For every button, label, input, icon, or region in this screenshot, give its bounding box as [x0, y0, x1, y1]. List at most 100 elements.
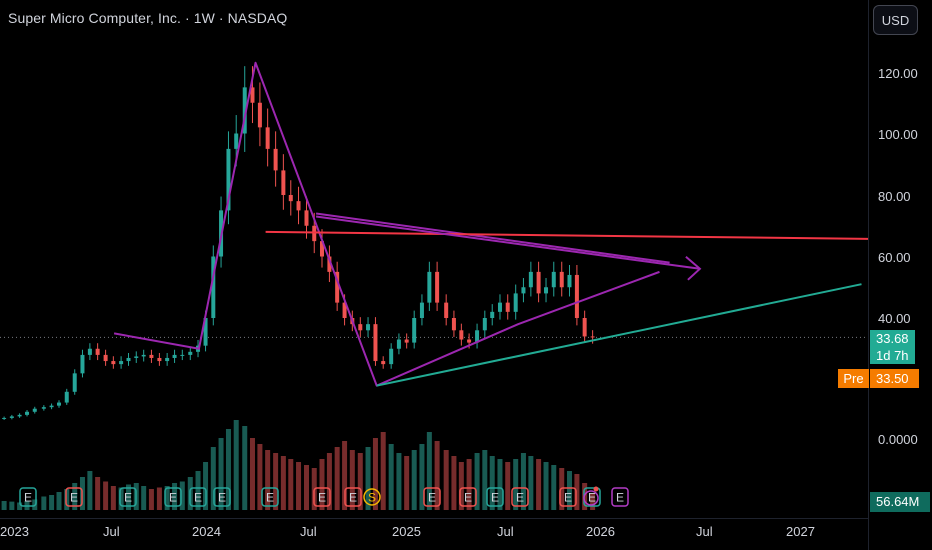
marker-letter: E — [349, 491, 357, 505]
candle-body — [544, 287, 549, 294]
volume-bar — [574, 474, 580, 510]
volume-bar — [49, 495, 55, 510]
candle-body — [412, 318, 417, 343]
volume-bar — [257, 444, 263, 510]
earnings-marker[interactable]: E — [423, 487, 441, 507]
candle-body — [358, 324, 363, 331]
volume-bar — [242, 426, 248, 510]
drawings[interactable] — [113, 61, 869, 387]
earnings-marker-box — [559, 487, 577, 507]
earnings-marker[interactable]: E — [19, 487, 37, 507]
candle-body — [574, 274, 579, 318]
earnings-marker[interactable]: E — [65, 487, 83, 507]
premarket-label: Pre — [838, 369, 869, 388]
time-tick-2025: 2025 — [392, 524, 421, 539]
split-marker[interactable]: S — [363, 488, 381, 506]
candle-body — [459, 330, 464, 340]
volume-bar — [9, 501, 15, 510]
marker-letter: E — [428, 491, 436, 505]
marker-letter: E — [218, 491, 226, 505]
candle-body — [582, 318, 587, 337]
marker-letter: E — [564, 491, 572, 505]
volume-bar — [118, 487, 124, 510]
candle-body — [172, 354, 177, 358]
candle-body — [296, 201, 301, 211]
volume-bar — [280, 456, 286, 510]
volume-bar — [482, 450, 488, 510]
candle-body — [257, 102, 262, 128]
earnings-marker[interactable]: E — [189, 487, 207, 507]
volume-bar — [520, 453, 526, 510]
earnings-marker[interactable]: E — [261, 487, 279, 507]
candle-body — [404, 339, 409, 343]
volume-bar — [141, 486, 147, 510]
candle-body — [141, 354, 146, 357]
currency-button[interactable]: USD — [873, 5, 918, 35]
volume-badge: 56.64M — [870, 492, 930, 512]
earnings-marker[interactable]: E — [611, 487, 629, 507]
earnings-marker-box — [344, 487, 362, 507]
candle-body — [467, 339, 472, 343]
volume-bar — [148, 489, 154, 510]
marker-letter: E — [464, 491, 472, 505]
lightning-marker[interactable] — [583, 486, 599, 506]
volume-bar — [326, 453, 332, 510]
volume-bar — [273, 453, 279, 510]
volume-bar — [528, 456, 534, 510]
candle-body — [165, 357, 170, 362]
volume-bar — [218, 438, 224, 510]
volume-bar — [249, 438, 255, 510]
volume-bar — [210, 447, 216, 510]
candle-body — [211, 256, 216, 318]
earnings-marker[interactable]: E — [486, 487, 504, 507]
earnings-marker[interactable]: E — [313, 487, 331, 507]
marker-letter: E — [318, 491, 326, 505]
earnings-marker[interactable]: E — [344, 487, 362, 507]
price-tick-60: 60.00 — [878, 250, 911, 265]
earnings-marker[interactable]: E — [213, 487, 231, 507]
earnings-marker[interactable]: E — [559, 487, 577, 507]
candle-body — [234, 133, 239, 149]
volume-bar — [357, 453, 363, 510]
volume-bar — [349, 450, 355, 510]
marker-letter: E — [266, 491, 274, 505]
marker-letter: E — [169, 491, 177, 505]
earnings-marker[interactable]: E — [119, 487, 137, 507]
lightning-dot — [593, 486, 599, 492]
candle-body — [366, 324, 371, 331]
volume-bar — [95, 477, 101, 510]
volume-bar — [56, 492, 62, 510]
volume-bar — [536, 459, 542, 510]
candle-body — [265, 127, 270, 149]
time-tick-2027: 2027 — [786, 524, 815, 539]
volume-bars — [1, 420, 596, 510]
earnings-marker[interactable]: E — [164, 487, 182, 507]
volume-bar — [426, 432, 432, 510]
earnings-marker-box — [65, 487, 83, 507]
marker-letter: E — [516, 491, 524, 505]
earnings-marker[interactable]: E — [511, 487, 529, 507]
candle-body — [327, 256, 332, 272]
candle-body — [567, 274, 572, 288]
earnings-marker-box — [611, 487, 629, 507]
candle-body — [342, 302, 347, 318]
time-tick-2026: 2026 — [586, 524, 615, 539]
volume-bar — [126, 484, 132, 510]
volume-bar — [179, 481, 185, 510]
earnings-marker-box — [423, 487, 441, 507]
volume-bar — [474, 453, 480, 510]
candle-body — [281, 170, 286, 195]
earnings-marker-box — [164, 487, 182, 507]
time-tick-jul-2026: Jul — [696, 524, 713, 539]
candle-body — [157, 357, 162, 362]
volume-bar — [466, 459, 472, 510]
candle-body — [536, 271, 541, 294]
earnings-marker[interactable]: E — [459, 487, 477, 507]
volume-bar — [419, 444, 425, 510]
candle-body — [134, 356, 139, 358]
time-tick-jul-2025: Jul — [497, 524, 514, 539]
volume-bar — [411, 450, 417, 510]
wedge-upper-line — [315, 212, 670, 264]
